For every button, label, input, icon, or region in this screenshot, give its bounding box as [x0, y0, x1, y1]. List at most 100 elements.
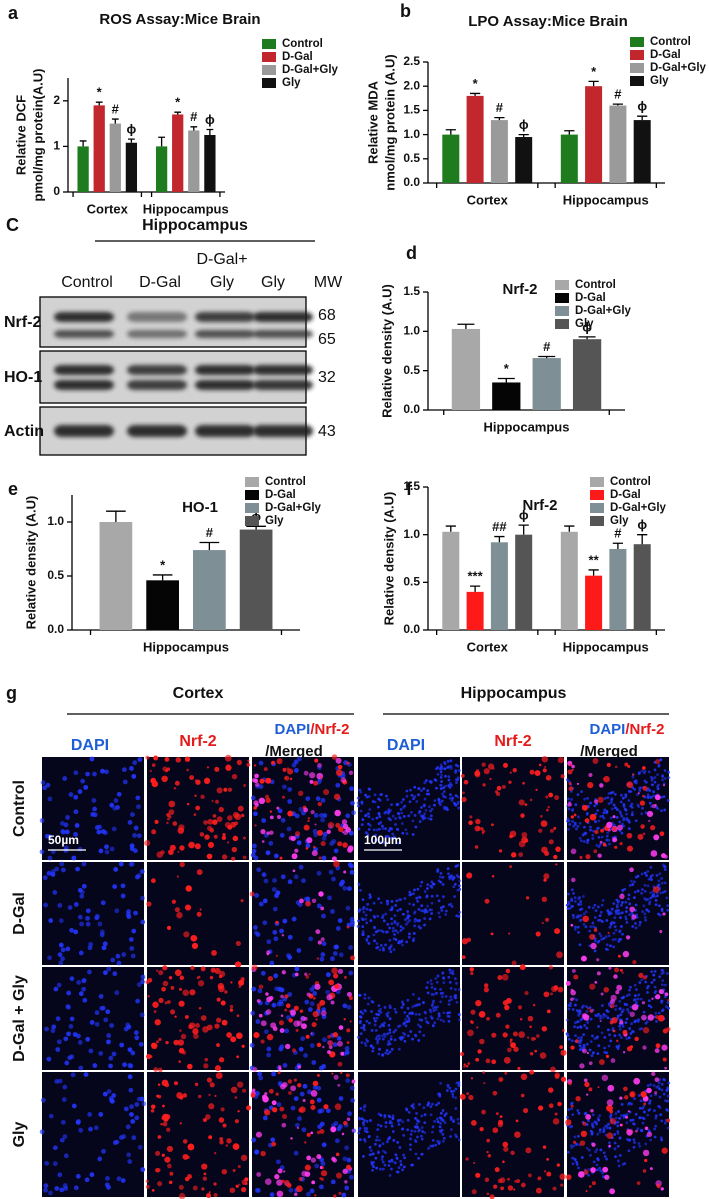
micrograph	[566, 862, 669, 965]
nucleus	[422, 1001, 425, 1004]
nucleus	[442, 786, 445, 789]
nucleus	[387, 1040, 390, 1043]
nucleus	[376, 1035, 379, 1038]
nucleus	[126, 909, 131, 914]
nrf2-signal	[539, 764, 542, 767]
nrf2-signal	[470, 1010, 475, 1015]
blot-band	[54, 425, 114, 437]
nrf2-signal	[246, 763, 250, 767]
nucleus	[414, 1126, 417, 1129]
nucleus	[377, 897, 380, 900]
nrf2-signal	[491, 823, 494, 826]
nucleus	[663, 1079, 666, 1082]
nucleus	[658, 764, 661, 767]
nucleus	[667, 799, 670, 802]
nrf2-signal	[280, 1028, 285, 1033]
bar	[533, 358, 561, 410]
nucleus	[388, 1024, 391, 1027]
nrf2-signal	[482, 763, 486, 767]
nucleus	[458, 888, 461, 891]
nucleus	[97, 1156, 102, 1161]
nucleus	[384, 944, 387, 947]
nucleus	[308, 1007, 313, 1012]
nucleus	[395, 938, 398, 941]
nucleus	[361, 1012, 364, 1015]
nucleus	[378, 828, 381, 831]
nucleus	[655, 903, 658, 906]
nrf2-signal	[308, 817, 310, 819]
mw-label: 43	[318, 423, 336, 440]
nucleus	[263, 898, 268, 903]
nrf2-signal	[620, 1124, 622, 1126]
nucleus	[571, 888, 574, 891]
nrf2-signal	[461, 774, 465, 778]
nrf2-signal	[215, 1065, 221, 1071]
nrf2-signal	[253, 1067, 258, 1072]
nucleus	[90, 757, 95, 762]
nrf2-signal	[293, 869, 296, 872]
significance-marker: #	[190, 109, 198, 124]
nrf2-signal	[192, 1028, 198, 1034]
nucleus	[373, 939, 376, 942]
nucleus	[375, 1029, 378, 1032]
nrf2-signal	[174, 1081, 178, 1085]
nrf2-signal	[343, 1121, 347, 1125]
nucleus	[581, 1006, 584, 1009]
nucleus	[426, 789, 429, 792]
nrf2-signal	[600, 829, 604, 833]
nrf2-signal	[520, 1018, 523, 1021]
nrf2-signal	[626, 935, 630, 939]
nrf2-signal	[294, 1006, 299, 1011]
nrf2-signal	[585, 854, 590, 859]
nucleus	[436, 870, 439, 873]
nucleus	[426, 905, 429, 908]
nrf2-signal	[327, 1050, 331, 1054]
y-tick-label: 0	[53, 184, 60, 198]
nucleus	[607, 1010, 610, 1013]
nucleus	[371, 1163, 374, 1166]
micrograph-bg	[358, 1072, 460, 1197]
nucleus	[326, 972, 331, 977]
nucleus	[599, 1149, 602, 1152]
nrf2-signal	[162, 1154, 165, 1157]
nucleus	[331, 877, 336, 882]
nucleus	[396, 803, 399, 806]
bar	[561, 135, 578, 183]
nucleus	[273, 936, 278, 941]
nrf2-signal	[666, 1027, 670, 1031]
nrf2-signal	[642, 766, 646, 770]
nrf2-signal	[230, 1008, 233, 1011]
nrf2-signal	[151, 1109, 155, 1113]
legend-swatch	[590, 490, 604, 500]
nucleus	[438, 798, 441, 801]
nrf2-signal	[332, 856, 337, 861]
nucleus	[637, 890, 640, 893]
nucleus	[432, 883, 435, 886]
nrf2-signal	[177, 827, 184, 834]
nucleus	[643, 912, 646, 915]
nucleus	[430, 979, 433, 982]
nrf2-signal	[508, 933, 510, 935]
nrf2-signal	[235, 961, 241, 967]
nucleus	[366, 1120, 369, 1123]
nucleus	[401, 1120, 404, 1123]
nucleus	[603, 808, 606, 811]
nrf2-signal	[180, 1122, 182, 1124]
nrf2-signal	[570, 989, 573, 992]
nrf2-signal	[607, 1099, 614, 1106]
nucleus	[78, 789, 83, 794]
nucleus	[450, 987, 453, 990]
nrf2-signal	[568, 786, 573, 791]
nucleus	[603, 811, 606, 814]
nucleus	[638, 1094, 641, 1097]
nucleus	[365, 914, 368, 917]
nucleus	[62, 1097, 67, 1102]
nucleus	[449, 971, 452, 974]
nucleus	[88, 945, 93, 950]
nucleus	[654, 768, 657, 771]
nucleus	[103, 1092, 108, 1097]
nucleus	[380, 902, 383, 905]
nucleus	[423, 917, 426, 920]
nucleus	[449, 782, 452, 785]
nrf2-signal	[232, 774, 237, 779]
